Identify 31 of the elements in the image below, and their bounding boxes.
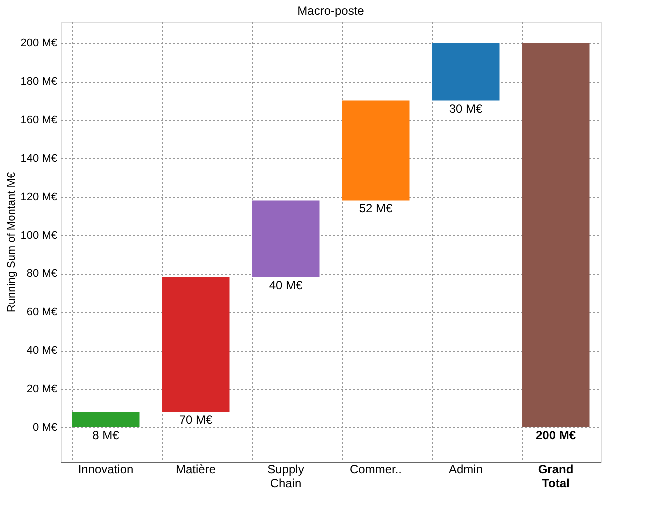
y-tick-label: 20 M€ [26,383,58,396]
x-tick-label: Commer.. [350,462,402,476]
y-tick-label: 180 M€ [20,76,58,88]
data-label: 40 M€ [269,278,303,293]
y-tick-label: 160 M€ [20,114,58,126]
data-label: 52 M€ [359,202,393,216]
bar [522,43,590,428]
y-tick-label: 80 M€ [26,268,58,280]
y-tick-label: 120 M€ [20,191,58,204]
data-label: 200 M€ [536,428,576,442]
x-tick-label: Admin [448,462,484,476]
data-label: 8 M€ [92,428,120,442]
bar [252,200,320,278]
x-tick-label: Grand Total [538,462,574,490]
y-tick-label: 60 M€ [26,306,58,319]
y-tick-label: 0 M€ [33,422,58,434]
data-label: 30 M€ [449,102,483,116]
bar [72,412,140,428]
x-tick-label: Supply Chain [268,462,304,490]
bar [432,43,500,101]
y-tick-label: 40 M€ [26,345,58,358]
x-tick-label: Matière [176,462,216,476]
bar [162,278,230,412]
chart-title: Macro-poste [298,4,365,18]
bar [342,100,410,201]
x-tick-label: Innovation [78,462,134,476]
y-tick-label: 140 M€ [20,152,58,165]
y-tick-label: 100 M€ [20,230,58,242]
data-label: 70 M€ [179,413,213,428]
y-axis-title: Running Sum of Montant M€ [6,172,18,313]
y-tick-label: 200 M€ [20,38,58,50]
